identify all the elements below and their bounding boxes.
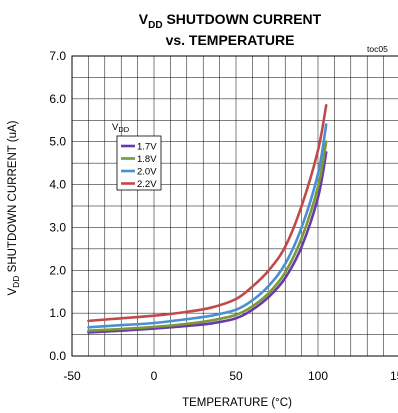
plot-frame	[71, 55, 398, 357]
x-axis-ticks: -50 0 50 100 150	[63, 369, 398, 383]
y-tick-label: 7.0	[49, 49, 66, 63]
legend-label: 2.0V	[137, 167, 157, 178]
x-tick-label: -50	[63, 369, 81, 383]
y-axis-ticks: 0.0 1.0 2.0 3.0 4.0 5.0 6.0 7.0	[49, 49, 66, 363]
y-tick-label: 2.0	[49, 263, 66, 277]
series-line-1-7v	[87, 151, 328, 334]
legend-label: 1.7V	[137, 142, 157, 153]
title-rest: SHUTDOWN CURRENT	[163, 11, 322, 27]
title-dd-subscript: DD	[148, 20, 162, 31]
ylabel-dd-subscript: DD	[11, 276, 21, 288]
y-tick-label: 6.0	[49, 92, 66, 106]
chart-title-line2: vs. TEMPERATURE	[166, 32, 295, 48]
y-tick-label: 0.0	[49, 349, 66, 363]
y-tick-label: 4.0	[49, 178, 66, 192]
y-tick-label: 1.0	[49, 306, 66, 320]
legend-items: 1.7V1.8V 2.0V2.2V	[121, 142, 157, 190]
ylabel-rest: SHUTDOWN CURRENT (uA)	[7, 120, 19, 275]
x-tick-label: 100	[308, 369, 328, 383]
series-lines	[87, 103, 328, 334]
y-tick-label: 3.0	[49, 220, 66, 234]
series-line-1-8v	[87, 140, 328, 333]
ylabel-v: V	[7, 288, 19, 296]
y-tick-label: 5.0	[49, 135, 66, 149]
x-tick-label: 50	[229, 369, 243, 383]
legend-title-v: V	[112, 122, 119, 133]
x-tick-label: 150	[390, 369, 398, 383]
series-line-2-2v	[87, 103, 328, 323]
y-axis-label: VDD SHUTDOWN CURRENT (uA)	[7, 120, 21, 295]
x-axis-label: TEMPERATURE (°C)	[182, 397, 292, 409]
chart-title-line1: VDD SHUTDOWN CURRENT	[139, 11, 322, 31]
x-tick-label: 0	[151, 369, 158, 383]
legend: VDD 1.7V1.8V 2.0V2.2V	[112, 122, 162, 191]
legend-title: VDD	[112, 122, 130, 134]
legend-label: 2.2V	[137, 179, 157, 190]
toc-label: toc05	[367, 44, 388, 54]
legend-label: 1.8V	[137, 154, 157, 165]
title-v: V	[139, 11, 149, 27]
legend-title-dd-subscript: DD	[118, 125, 129, 134]
series-line-2-0v	[87, 123, 328, 329]
